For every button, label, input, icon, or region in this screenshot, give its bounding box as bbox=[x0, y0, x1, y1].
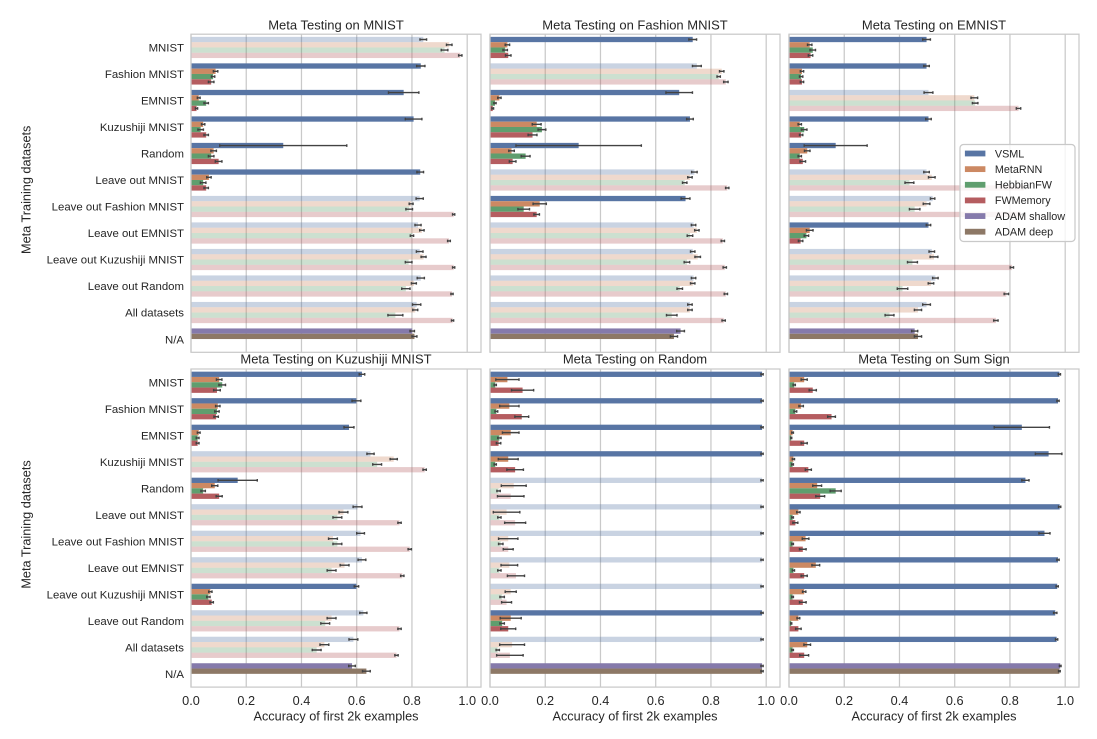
svg-text:Accuracy of first 2k examples: Accuracy of first 2k examples bbox=[254, 710, 419, 724]
svg-text:0.6: 0.6 bbox=[647, 694, 665, 708]
svg-text:0.0: 0.0 bbox=[182, 694, 200, 708]
svg-text:Kuzushiji MNIST: Kuzushiji MNIST bbox=[100, 457, 184, 469]
svg-text:ADAM shallow: ADAM shallow bbox=[995, 211, 1065, 223]
svg-text:Accuracy of first 2k examples: Accuracy of first 2k examples bbox=[852, 710, 1017, 724]
svg-text:0.0: 0.0 bbox=[481, 694, 499, 708]
svg-text:Leave out Kuzushiji MNIST: Leave out Kuzushiji MNIST bbox=[47, 590, 184, 602]
svg-text:Random: Random bbox=[141, 483, 184, 495]
svg-text:Meta Testing on Random: Meta Testing on Random bbox=[563, 351, 707, 366]
svg-text:Leave out Random: Leave out Random bbox=[88, 281, 184, 293]
svg-text:0.8: 0.8 bbox=[1001, 694, 1019, 708]
svg-text:Fashion MNIST: Fashion MNIST bbox=[105, 404, 184, 416]
svg-text:Leave out Kuzushiji MNIST: Leave out Kuzushiji MNIST bbox=[47, 255, 184, 267]
svg-text:Leave out Random: Leave out Random bbox=[88, 616, 184, 628]
svg-text:All datasets: All datasets bbox=[125, 643, 184, 655]
svg-text:HebbianFW: HebbianFW bbox=[995, 180, 1053, 192]
svg-text:Fashion MNIST: Fashion MNIST bbox=[105, 69, 184, 81]
svg-text:Leave out Fashion MNIST: Leave out Fashion MNIST bbox=[52, 537, 184, 549]
svg-text:Leave out MNIST: Leave out MNIST bbox=[95, 510, 184, 522]
svg-text:ADAM deep: ADAM deep bbox=[995, 227, 1053, 239]
svg-text:0.6: 0.6 bbox=[348, 694, 366, 708]
svg-text:EMNIST: EMNIST bbox=[141, 96, 184, 108]
svg-text:Meta Testing on MNIST: Meta Testing on MNIST bbox=[268, 18, 404, 33]
svg-text:MetaRNN: MetaRNN bbox=[995, 164, 1042, 176]
svg-text:1.0: 1.0 bbox=[1056, 694, 1074, 708]
svg-text:Meta Training datasets: Meta Training datasets bbox=[20, 126, 34, 254]
svg-text:0.0: 0.0 bbox=[780, 694, 798, 708]
svg-text:Leave out EMNIST: Leave out EMNIST bbox=[88, 563, 184, 575]
svg-text:0.4: 0.4 bbox=[293, 694, 311, 708]
svg-text:Leave out MNIST: Leave out MNIST bbox=[95, 175, 184, 187]
svg-text:N/A: N/A bbox=[165, 334, 184, 346]
svg-text:MNIST: MNIST bbox=[149, 43, 184, 55]
svg-text:Meta Training datasets: Meta Training datasets bbox=[20, 460, 34, 588]
svg-text:Meta Testing on EMNIST: Meta Testing on EMNIST bbox=[862, 18, 1006, 33]
svg-text:0.8: 0.8 bbox=[702, 694, 720, 708]
svg-text:N/A: N/A bbox=[165, 669, 184, 681]
svg-text:Accuracy of first 2k examples: Accuracy of first 2k examples bbox=[553, 710, 718, 724]
svg-text:Random: Random bbox=[141, 149, 184, 161]
svg-text:1.0: 1.0 bbox=[458, 694, 476, 708]
svg-text:FWMemory: FWMemory bbox=[995, 195, 1051, 207]
svg-text:0.2: 0.2 bbox=[835, 694, 853, 708]
svg-text:0.8: 0.8 bbox=[403, 694, 421, 708]
svg-text:Meta Testing on Sum Sign: Meta Testing on Sum Sign bbox=[858, 351, 1010, 366]
svg-text:0.2: 0.2 bbox=[536, 694, 554, 708]
svg-text:0.6: 0.6 bbox=[946, 694, 964, 708]
svg-text:1.0: 1.0 bbox=[757, 694, 775, 708]
svg-text:Leave out EMNIST: Leave out EMNIST bbox=[88, 228, 184, 240]
svg-text:VSML: VSML bbox=[995, 148, 1024, 160]
svg-text:Leave out Fashion MNIST: Leave out Fashion MNIST bbox=[52, 202, 184, 214]
svg-text:0.4: 0.4 bbox=[592, 694, 610, 708]
svg-text:Kuzushiji MNIST: Kuzushiji MNIST bbox=[100, 122, 184, 134]
svg-text:MNIST: MNIST bbox=[149, 377, 184, 389]
svg-text:Meta Testing on Kuzushiji MNIS: Meta Testing on Kuzushiji MNIST bbox=[240, 351, 431, 366]
svg-text:0.2: 0.2 bbox=[237, 694, 255, 708]
svg-text:All datasets: All datasets bbox=[125, 308, 184, 320]
svg-text:0.4: 0.4 bbox=[891, 694, 909, 708]
svg-text:Meta Testing on Fashion MNIST: Meta Testing on Fashion MNIST bbox=[542, 18, 728, 33]
svg-text:EMNIST: EMNIST bbox=[141, 430, 184, 442]
